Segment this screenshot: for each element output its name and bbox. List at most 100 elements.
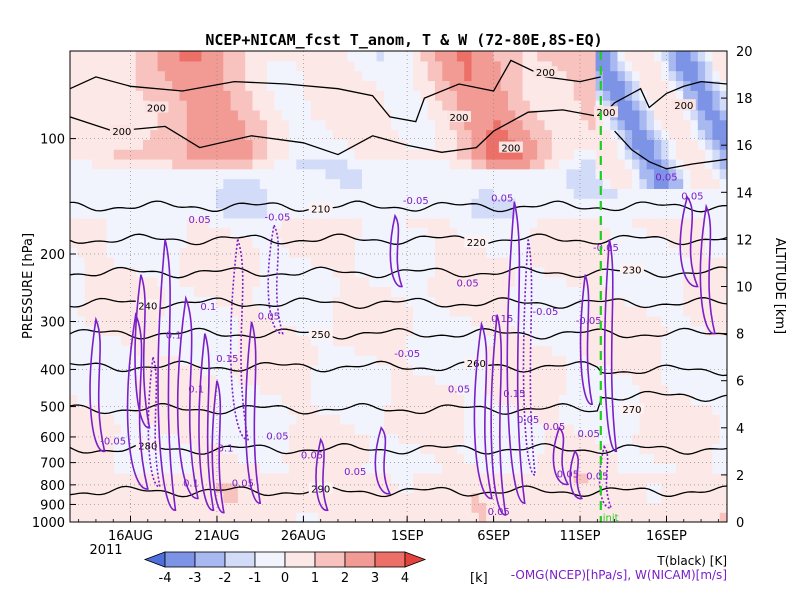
anomaly-cell [508,80,516,91]
w-contour-label: -0.05 [394,349,420,360]
anomaly-cell [223,198,232,209]
anomaly-cell [201,394,210,405]
anomaly-cell [493,296,502,307]
anomaly-cell [500,423,509,435]
anomaly-cell [566,188,575,199]
anomaly-cell [128,51,137,62]
legend-vertical-velocity: -OMG(NCEP)[hPa/s], W(NICAM)[m/s] [511,568,727,582]
anomaly-cell [310,414,319,425]
anomaly-cell [347,198,356,209]
anomaly-cell [413,296,421,307]
anomaly-cell [420,306,429,317]
anomaly-cell [478,463,487,474]
anomaly-cell [413,374,421,386]
anomaly-cell [654,149,662,160]
x-tick-label: 1SEP [391,529,424,544]
anomaly-cell [581,257,589,268]
anomaly-cell [77,345,86,356]
anomaly-cell [267,414,275,425]
anomaly-cell [456,257,465,268]
anomaly-cell [164,208,173,219]
anomaly-cell [646,70,655,82]
anomaly-cell [581,414,589,425]
anomaly-cell [340,463,348,474]
anomaly-cell [84,178,93,189]
anomaly-cell [332,100,341,111]
anomaly-cell [179,158,188,170]
anomaly-cell [267,423,275,435]
anomaly-cell [712,394,721,405]
anomaly-cell [632,433,640,445]
anomaly-cell [230,119,239,131]
anomaly-cell [230,139,239,150]
anomaly-cell [413,247,421,258]
anomaly-cell [471,227,480,239]
anomaly-cell [99,433,108,445]
anomaly-cell [697,80,706,91]
anomaly-cell [318,60,327,72]
anomaly-cell [719,325,727,337]
anomaly-cell [274,188,283,199]
anomaly-cell [508,492,516,503]
y2-tick-label: 14 [736,186,753,201]
anomaly-cell [654,492,662,503]
anomaly-cell [84,374,93,386]
anomaly-cell [515,90,524,101]
anomaly-cell [340,276,348,288]
anomaly-cell [259,306,268,317]
anomaly-cell [464,208,473,219]
anomaly-cell [595,100,604,111]
anomaly-cell [289,512,297,522]
anomaly-cell [632,80,640,91]
anomaly-cell [150,453,159,464]
anomaly-cell [449,315,458,327]
anomaly-cell [157,472,166,484]
anomaly-cell [179,423,188,435]
anomaly-cell [493,433,502,445]
anomaly-cell [435,178,443,189]
anomaly-cell [216,188,224,199]
anomaly-cell [150,423,159,435]
anomaly-cell [172,345,181,356]
anomaly-cell [719,129,727,140]
anomaly-cell [340,257,348,268]
anomaly-cell [347,188,356,199]
anomaly-cell [624,51,633,62]
anomaly-cell [529,237,538,248]
anomaly-cell [449,414,458,425]
colorbar-swatch [344,551,376,568]
anomaly-cell [340,158,348,170]
anomaly-cell [252,119,261,131]
anomaly-cell [683,345,692,356]
anomaly-cell [617,80,626,91]
anomaly-cell [296,502,305,513]
anomaly-cell [661,198,670,209]
anomaly-cell [719,345,727,356]
w-contour-label: 0.05 [557,469,579,480]
anomaly-cell [340,512,348,522]
anomaly-cell [508,502,516,513]
anomaly-cell [201,404,210,415]
w-contour-label: 0.05 [491,194,513,205]
anomaly-cell [252,512,261,522]
anomaly-cell [690,217,699,229]
anomaly-cell [478,149,487,160]
anomaly-cell [442,109,451,121]
anomaly-cell [646,100,655,111]
anomaly-cell [274,345,283,356]
anomaly-cell [559,355,567,366]
anomaly-cell [551,306,560,317]
anomaly-cell [405,335,414,346]
anomaly-cell [486,463,494,474]
anomaly-cell [690,296,699,307]
anomaly-cell [697,365,706,376]
anomaly-cell [588,433,597,445]
colorbar-swatch [284,551,316,568]
anomaly-cell [281,286,290,297]
anomaly-cell [624,168,633,180]
anomaly-cell [486,208,494,219]
anomaly-cell [719,149,727,160]
anomaly-cell [456,100,465,111]
anomaly-cell [340,365,348,376]
anomaly-cell [201,315,210,327]
